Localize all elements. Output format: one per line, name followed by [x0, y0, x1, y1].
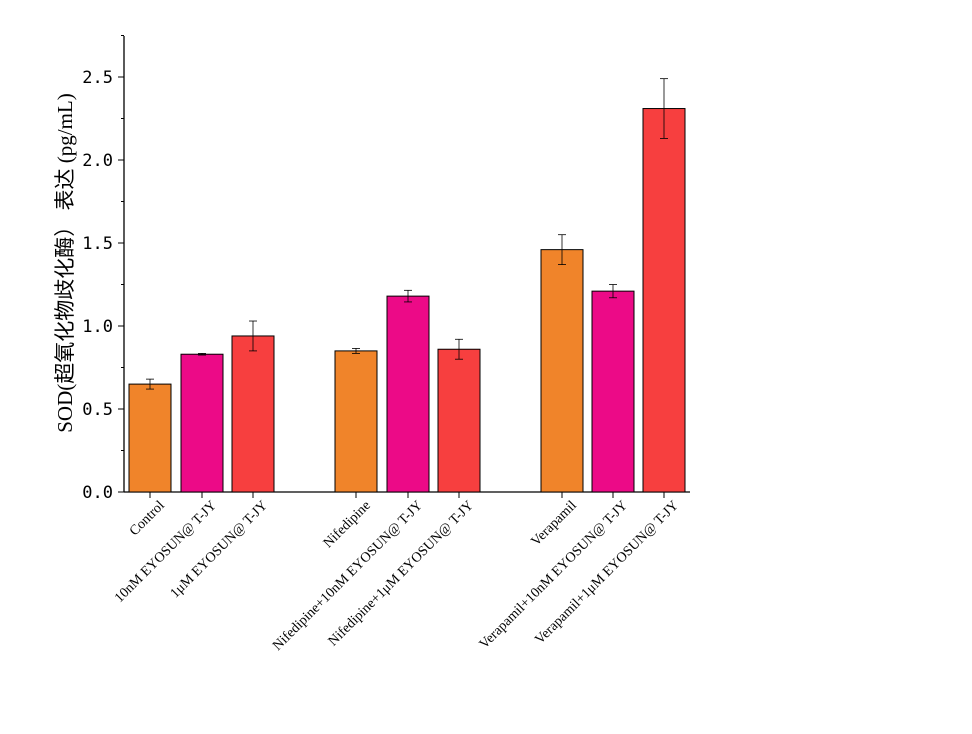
y-axis-title: SOD(超氧化物歧化酶） 表达 (pg/mL) [53, 93, 77, 433]
bar [540, 249, 584, 493]
bar [642, 108, 686, 493]
error-bar [609, 284, 617, 299]
y-tick-label: 2.0 [82, 151, 113, 171]
error-bar [198, 352, 206, 356]
y-tick-label: 0.5 [82, 400, 113, 420]
bar [386, 295, 430, 493]
error-bar [558, 234, 566, 265]
x-tick-label: Nifedipine [321, 498, 374, 551]
x-tick-label: 1μM EYOSUN@ T-JY [168, 498, 271, 601]
bar [180, 353, 224, 493]
bars [128, 108, 686, 493]
error-bar [660, 78, 668, 139]
error-bar [352, 348, 360, 354]
y-tick-label: 0.0 [82, 483, 113, 503]
error-bar [455, 338, 463, 360]
x-tick-label: Verapamil [529, 498, 580, 549]
error-bar [404, 289, 412, 303]
bar [231, 335, 275, 493]
y-tick-label: 1.5 [82, 234, 113, 254]
bar [437, 348, 481, 493]
error-bar [146, 378, 154, 390]
x-tick-label: Control [127, 498, 168, 539]
y-tick-label: 1.0 [82, 317, 113, 337]
bar [128, 383, 172, 493]
error-bars [146, 78, 668, 390]
error-bar [249, 320, 257, 352]
y-tick-label: 2.5 [82, 68, 113, 88]
bar [334, 350, 378, 493]
x-tick-label: 10nM EYOSUN@ T-JY [112, 498, 220, 606]
bar [591, 290, 635, 493]
y-ticks: 0.0 0.5 1.0 1.5 2.0 2.5 [82, 35, 124, 503]
